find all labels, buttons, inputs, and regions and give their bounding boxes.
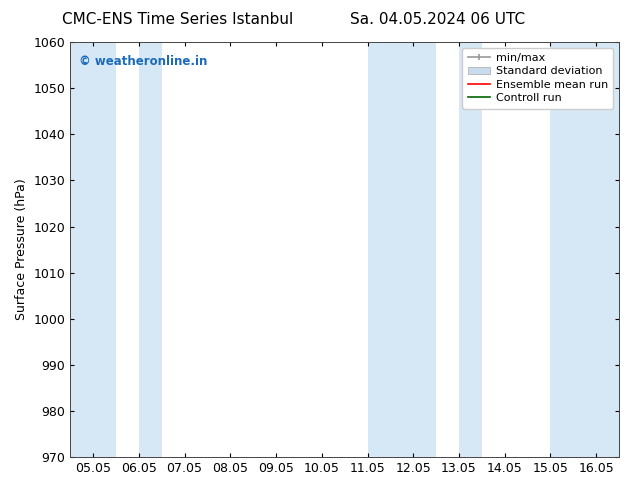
Text: CMC-ENS Time Series Istanbul: CMC-ENS Time Series Istanbul [62,12,293,27]
Bar [139,42,162,457]
Bar [550,42,619,457]
Bar [70,42,116,457]
Text: Sa. 04.05.2024 06 UTC: Sa. 04.05.2024 06 UTC [350,12,525,27]
Y-axis label: Surface Pressure (hPa): Surface Pressure (hPa) [15,179,28,320]
Text: © weatheronline.in: © weatheronline.in [79,54,207,68]
Bar [459,42,482,457]
Bar [368,42,436,457]
Legend: min/max, Standard deviation, Ensemble mean run, Controll run: min/max, Standard deviation, Ensemble me… [462,48,614,109]
